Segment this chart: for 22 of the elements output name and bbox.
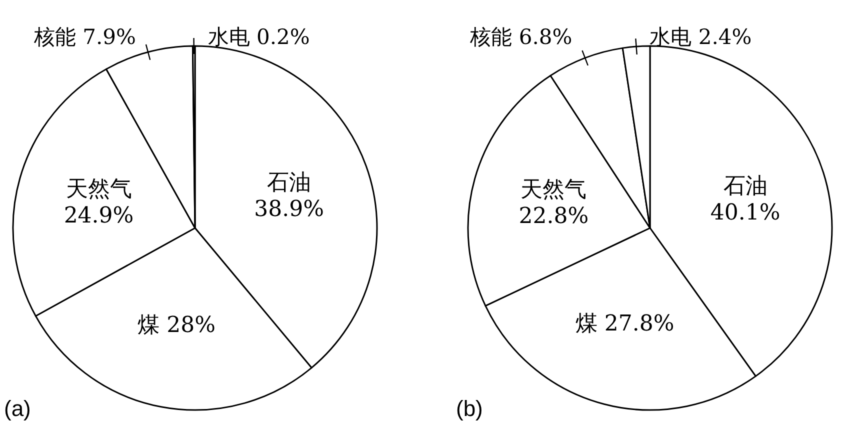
slice-label: 水电 <box>650 25 692 49</box>
data-label: 24.9% <box>64 204 134 228</box>
data-label: 38.9% <box>254 196 324 222</box>
slice-label: 天然气 <box>520 177 587 202</box>
data-label: 6.8% <box>518 25 572 49</box>
data-label: 7.9% <box>82 25 136 49</box>
slice-label: 石油 <box>267 170 312 196</box>
slice-label: 核能 <box>34 25 76 49</box>
slice-label: 煤 <box>575 312 598 337</box>
data-label: 28% <box>166 313 216 338</box>
slice-label: 煤 <box>138 313 160 338</box>
text: (b) <box>456 396 483 421</box>
slice-label: 核能 <box>470 25 512 49</box>
slice-label: 天然气 <box>66 177 132 202</box>
text: (a) <box>4 396 31 421</box>
slice-label: 石油 <box>723 174 768 200</box>
data-label: 27.8% <box>604 312 674 337</box>
data-label: 22.8% <box>518 204 589 229</box>
data-label: 2.4% <box>698 25 752 49</box>
data-label: 0.2% <box>256 25 310 49</box>
data-label: 40.1% <box>710 200 780 226</box>
slice-label: 水电 <box>208 25 250 49</box>
